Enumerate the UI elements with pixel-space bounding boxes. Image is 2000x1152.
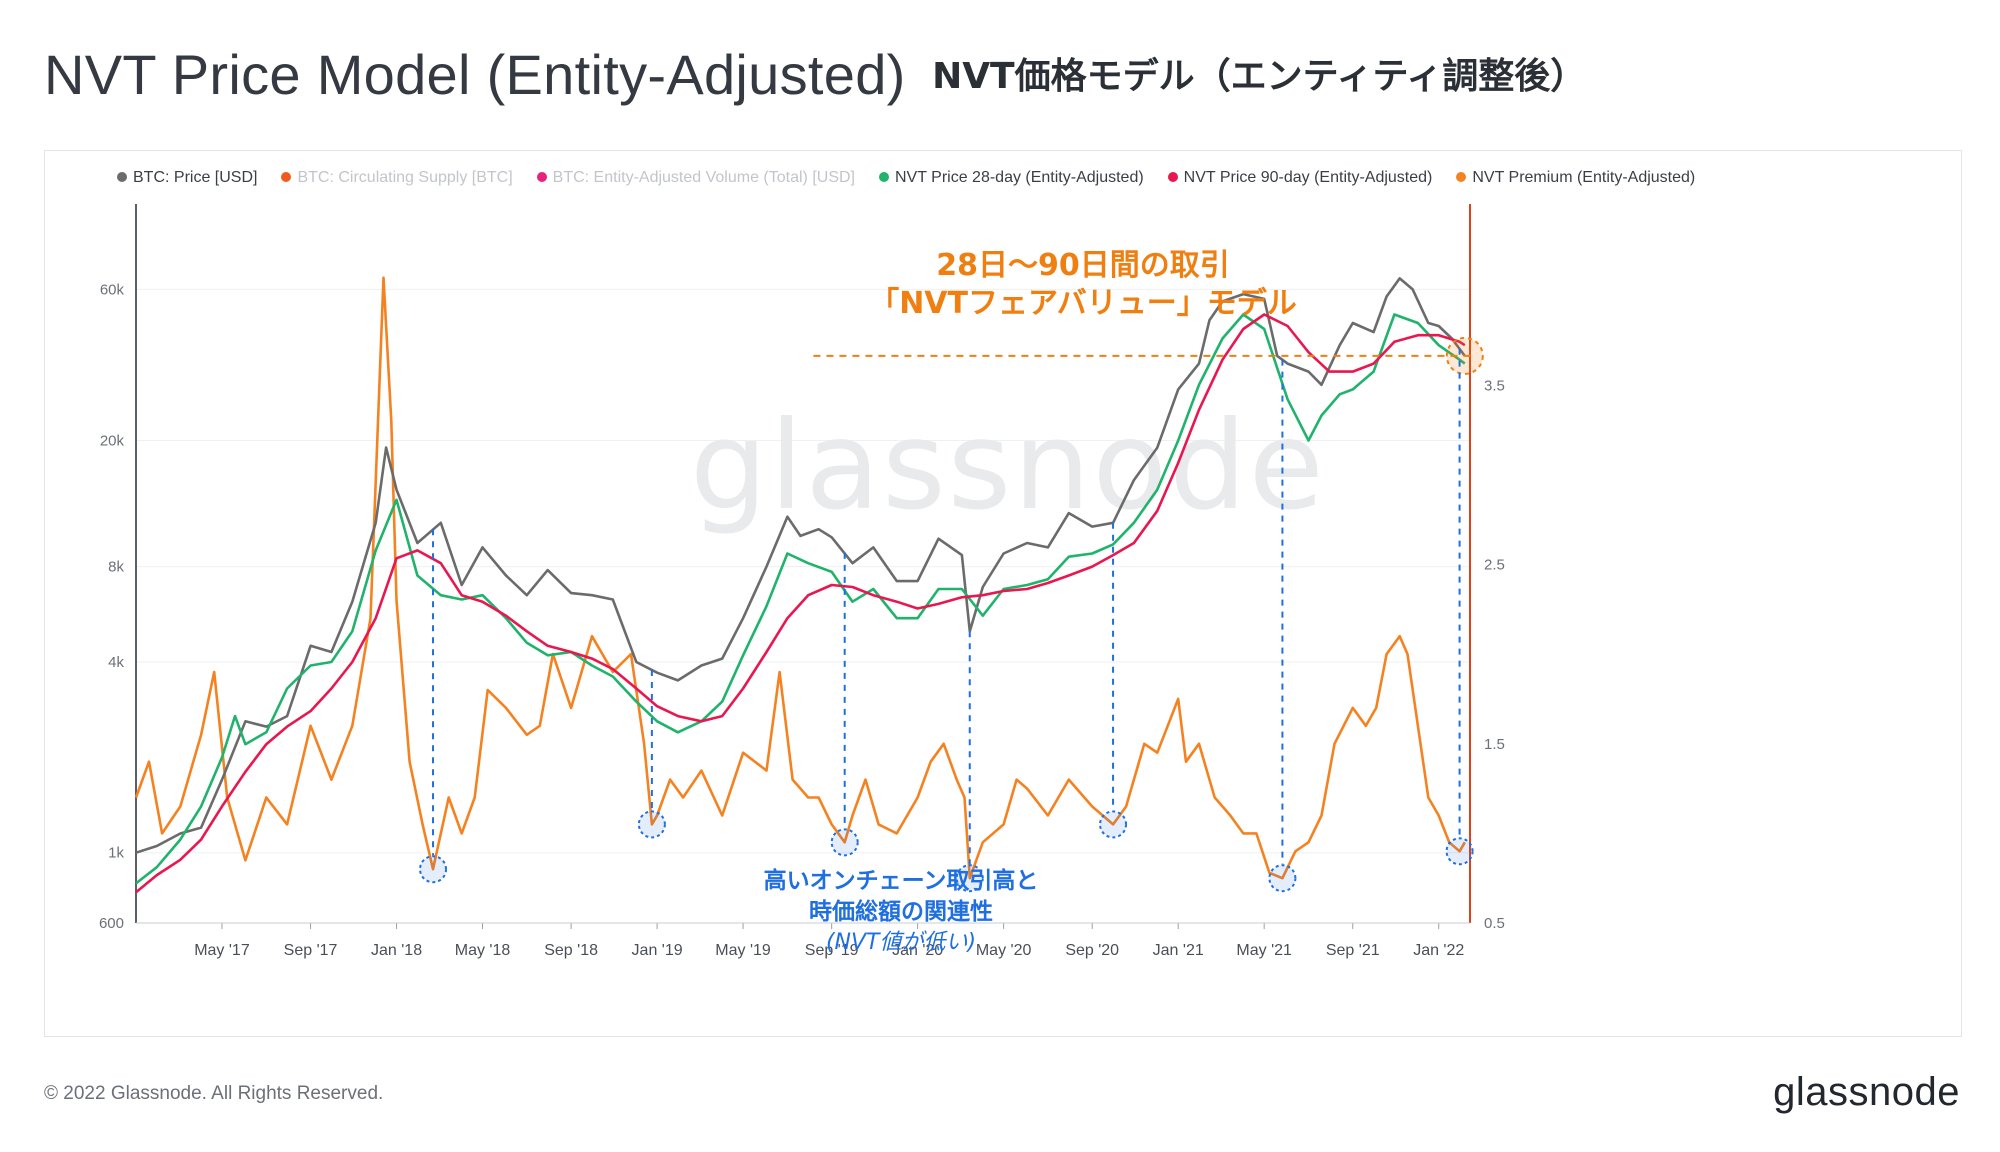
x-tick-label: Sep '20: [1065, 942, 1119, 959]
y-right-tick-label: 1.5: [1484, 736, 1505, 753]
legend-item[interactable]: NVT Premium (Entity-Adjusted): [1456, 169, 1695, 187]
grid-layer: [136, 288, 1470, 924]
btc-price-line: [135, 277, 1466, 854]
y-left-tick-label: 1k: [108, 845, 124, 862]
x-tick-label: May '18: [455, 942, 511, 959]
x-tick-label: May '21: [1236, 942, 1292, 959]
y-left-tick-label: 600: [99, 915, 124, 932]
y-right-tick-label: 2.5: [1484, 557, 1505, 574]
low-nvt-marker: [1268, 864, 1297, 893]
low-nvt-marker: [419, 855, 448, 884]
legend-dot-icon: [1167, 172, 1178, 182]
footer-logo: glassnode: [1773, 1070, 1960, 1114]
legend-dot-icon: [117, 172, 127, 182]
chart-svg: glassnode 600 1k 4k 8k 20k 60k 0.5 1.5 2.5 3.5 May…: [99, 204, 1505, 959]
low-nvt-marker: [637, 810, 666, 839]
annotation-text: 28日〜90日間の取引 「NVTフェアバリュー」モデル 高いオンチェーン取引高と…: [764, 248, 1297, 955]
low-nvt-marker: [1099, 810, 1128, 839]
x-tick-label: Jan '20: [892, 942, 943, 959]
legend-label: NVT Premium (Entity-Adjusted): [1472, 169, 1696, 186]
nvt-premium-line: [134, 276, 1466, 880]
fair-value-label-line1: 28日〜90日間の取引: [936, 248, 1230, 283]
x-tick-label: Jan '22: [1413, 942, 1464, 959]
x-tick-label: May '17: [194, 942, 250, 959]
legend-label: BTC: Price [USD]: [133, 169, 258, 186]
nvt-price-90d-line: [135, 313, 1466, 894]
low-nvt-marker: [1445, 837, 1474, 866]
low-nvt-marker: [830, 828, 859, 857]
x-tick-label: Sep '17: [284, 942, 338, 959]
fair-value-circle: [1445, 336, 1484, 375]
legend-item[interactable]: BTC: Price [USD]: [117, 169, 257, 187]
legend-label: NVT Price 28-day (Entity-Adjusted): [894, 169, 1144, 186]
page-subtitle-jp: NVT価格モデル（エンティティ調整後）: [932, 56, 1587, 97]
annotation-layer: [419, 336, 1484, 893]
y-left-tick-label: 4k: [108, 654, 124, 671]
legend-dot-icon: [1456, 172, 1467, 182]
watermark: glassnode: [690, 395, 1326, 537]
x-tick-label: May '20: [976, 942, 1032, 959]
footer-copyright: © 2022 Glassnode. All Rights Reserved.: [44, 1083, 384, 1104]
legend-item[interactable]: NVT Price 28-day (Entity-Adjusted): [878, 169, 1144, 187]
x-tick-label: May '19: [715, 942, 771, 959]
legend-label: BTC: Entity-Adjusted Volume (Total) [USD…: [552, 169, 855, 186]
legend-item[interactable]: BTC: Entity-Adjusted Volume (Total) [USD…: [536, 169, 855, 187]
fair-value-label-line2: 「NVTフェアバリュー」モデル: [869, 286, 1297, 321]
x-tick-label: Sep '19: [805, 942, 859, 959]
legend-label: NVT Price 90-day (Entity-Adjusted): [1183, 169, 1433, 186]
x-tick-label: Jan '19: [632, 942, 683, 959]
low-nvt-marker: [955, 864, 984, 893]
x-tick-label: Sep '18: [544, 942, 598, 959]
x-tick-label: Jan '18: [371, 942, 422, 959]
x-tick-label: Sep '21: [1326, 942, 1380, 959]
low-nvt-label-line1: 高いオンチェーン取引高と: [764, 867, 1039, 894]
series-layer: [134, 276, 1466, 894]
low-nvt-label-line2: 時価総額の関連性: [809, 898, 993, 925]
legend-label: BTC: Circulating Supply [BTC]: [297, 169, 513, 186]
y-right-tick-label: 3.5: [1484, 377, 1505, 394]
page-title: NVT Price Model (Entity-Adjusted): [44, 43, 906, 106]
legend-dot-icon: [281, 172, 292, 182]
nvt-price-28d-line: [135, 313, 1466, 885]
y-left-tick-label: 8k: [108, 559, 124, 576]
x-tick-label: Jan '21: [1153, 942, 1204, 959]
legend-dot-icon: [536, 172, 547, 182]
chart-card: BTC: Price [USD] BTC: Circulating Supply …: [44, 150, 1962, 1037]
legend-item[interactable]: BTC: Circulating Supply [BTC]: [281, 169, 513, 187]
y-left-tick-label: 60k: [100, 281, 125, 298]
y-right-tick-label: 0.5: [1484, 915, 1505, 932]
legend-item[interactable]: NVT Price 90-day (Entity-Adjusted): [1167, 169, 1433, 187]
low-nvt-label-line3: (NVT値が低い): [826, 930, 976, 955]
legend-dot-icon: [878, 172, 889, 182]
axis-layer: 600 1k 4k 8k 20k 60k 0.5 1.5 2.5 3.5 May '17 Sep '1…: [99, 204, 1505, 959]
legend: BTC: Price [USD] BTC: Circulating Supply …: [117, 169, 1719, 187]
y-left-tick-label: 20k: [100, 433, 125, 450]
title-row: NVT Price Model (Entity-Adjusted) NVT価格モ…: [44, 42, 1586, 107]
